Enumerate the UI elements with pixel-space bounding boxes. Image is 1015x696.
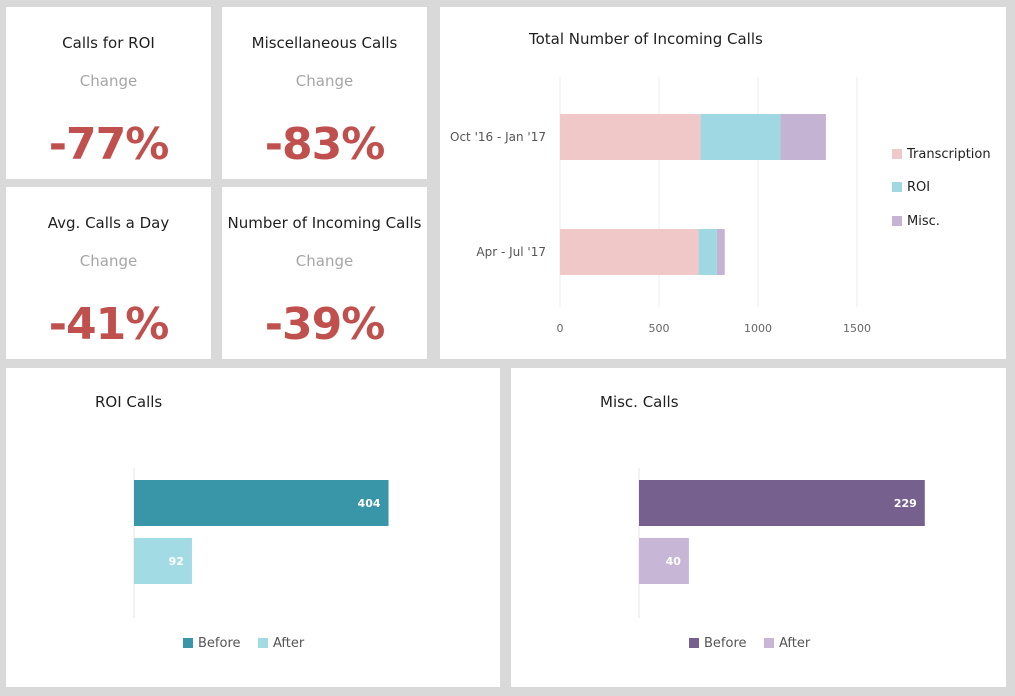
- bar-segment: [780, 114, 826, 160]
- legend-item-before: Before: [689, 636, 747, 651]
- legend-swatch: [764, 638, 774, 648]
- bar-segment: [700, 114, 781, 160]
- chart-title: ROI Calls: [95, 393, 163, 411]
- kpi-card-misc: Miscellaneous Calls Change -83%: [222, 7, 427, 179]
- legend-item-roi: ROI: [892, 180, 930, 195]
- x-tick-label: 1000: [744, 322, 772, 335]
- kpi-subtitle: Change: [295, 72, 354, 90]
- legend-label: ROI: [907, 180, 931, 195]
- legend-swatch: [892, 182, 902, 192]
- legend-label: Before: [198, 636, 241, 651]
- total-calls-chart-panel: Total Number of Incoming Calls 0 500 1000 1…: [440, 7, 1006, 359]
- legend-item-before: Before: [183, 636, 241, 651]
- bar: [134, 538, 192, 584]
- kpi-card-avg-calls: Avg. Calls a Day Change -41%: [6, 187, 211, 359]
- bar: [639, 538, 689, 584]
- data-label: 404: [358, 497, 381, 510]
- legend-swatch: [892, 149, 902, 159]
- kpi-value: -41%: [48, 299, 170, 350]
- kpi-title: Miscellaneous Calls: [251, 34, 398, 52]
- x-tick-label: 0: [557, 322, 564, 335]
- legend-swatch: [183, 638, 193, 648]
- y-tick-label: Oct '16 - Jan '17: [450, 130, 546, 144]
- x-tick-label: 1500: [843, 322, 871, 335]
- kpi-card-roi: Calls for ROI Change -77%: [6, 7, 211, 179]
- legend-item-misc: Misc.: [892, 214, 940, 229]
- misc-calls-chart-panel: Misc. Calls 229 40 Before After: [511, 368, 1006, 687]
- y-tick-label: Apr - Jul '17: [476, 245, 546, 259]
- legend-label: Transcription: [907, 147, 991, 162]
- kpi-value: -83%: [264, 119, 386, 170]
- total-calls-chart: 0 500 1000 1500 Oct '16 - Jan '17 Apr - Jul '…: [450, 77, 871, 335]
- bar-segment: [716, 229, 725, 275]
- kpi-title: Avg. Calls a Day: [47, 214, 170, 232]
- legend-label: After: [779, 636, 811, 651]
- legend-swatch: [258, 638, 268, 648]
- bar: [134, 480, 389, 526]
- legend-item-after: After: [258, 636, 304, 651]
- legend-item-after: After: [764, 636, 810, 651]
- chart-title: Misc. Calls: [600, 393, 679, 411]
- data-label: 229: [894, 497, 917, 510]
- legend-label: After: [273, 636, 305, 651]
- bar: [639, 480, 925, 526]
- kpi-value: -39%: [264, 299, 386, 350]
- x-tick-label: 500: [649, 322, 670, 335]
- kpi-subtitle: Change: [79, 252, 138, 270]
- roi-calls-chart: 404 92: [133, 468, 389, 618]
- data-label: 40: [666, 555, 682, 568]
- chart-title: Total Number of Incoming Calls: [529, 30, 763, 48]
- bar-segment: [698, 229, 717, 275]
- legend-item-transcription: Transcription: [892, 147, 991, 162]
- legend-swatch: [892, 216, 902, 226]
- legend-label: Before: [704, 636, 747, 651]
- kpi-title: Number of Incoming Calls: [227, 214, 422, 232]
- bar-segment: [560, 114, 701, 160]
- legend-swatch: [689, 638, 699, 648]
- kpi-title: Calls for ROI: [62, 34, 155, 52]
- roi-calls-chart-panel: ROI Calls 404 92 Before After: [6, 368, 500, 687]
- bar-segment: [560, 229, 699, 275]
- misc-calls-chart: 229 40: [638, 468, 925, 618]
- data-label: 92: [169, 555, 184, 568]
- kpi-card-incoming: Number of Incoming Calls Change -39%: [222, 187, 427, 359]
- legend-label: Misc.: [907, 214, 940, 229]
- kpi-subtitle: Change: [79, 72, 138, 90]
- kpi-value: -77%: [48, 119, 170, 170]
- kpi-subtitle: Change: [295, 252, 354, 270]
